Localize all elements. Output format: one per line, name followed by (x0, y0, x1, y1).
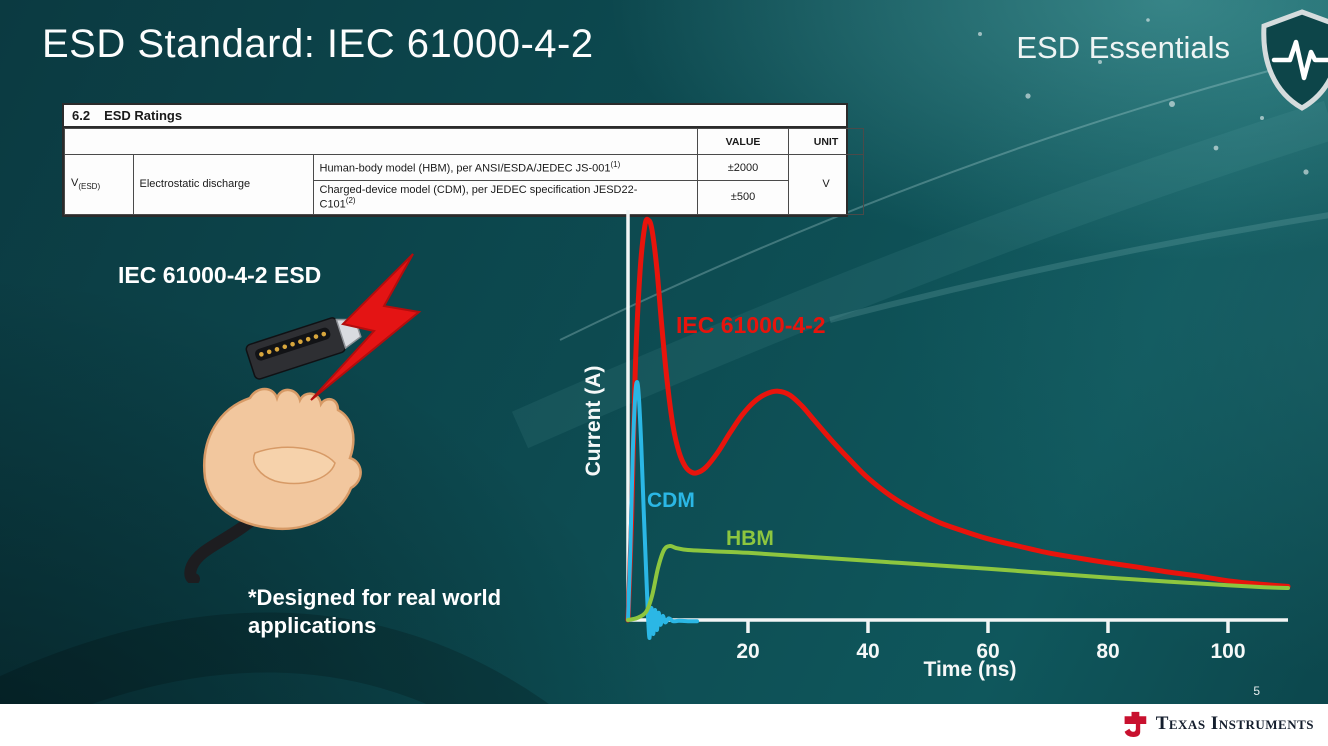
value-cell: ±2000 (697, 154, 789, 181)
unit-cell: V (788, 154, 864, 215)
col-header-unit: UNIT (788, 128, 864, 155)
condition-cell: Human-body model (HBM), per ANSI/ESDA/JE… (312, 154, 698, 181)
cable-graphic (184, 504, 269, 583)
parameter-cell: Electrostatic discharge (132, 154, 314, 215)
shield-logo-icon (1261, 9, 1328, 111)
table-row: Charged-device model (CDM), per JEDEC sp… (65, 180, 864, 215)
condition-cell: Charged-device model (CDM), per JEDEC sp… (312, 180, 698, 215)
page-title: ESD Standard: IEC 61000-4-2 (42, 22, 594, 66)
table-section-header: 6.2 ESD Ratings (64, 105, 846, 128)
x-axis-label: Time (ns) (923, 658, 1017, 681)
hand-connector-graphic (184, 253, 422, 583)
x-tick-label: 60 (976, 640, 999, 663)
ti-wordmark: Texas Instruments (1155, 713, 1314, 734)
hdmi-connector-graphic (245, 317, 362, 380)
ti-bug-icon (1124, 711, 1146, 737)
series-HBM (626, 543, 1290, 622)
page-number: 5 (1253, 684, 1260, 698)
series-label-iec: IEC 61000-4-2 (676, 312, 826, 338)
lightning-bolt-icon (310, 253, 422, 401)
series-CDM (626, 380, 699, 641)
section-number: 6.2 (72, 108, 91, 123)
table-header-row: VALUE UNIT (64, 128, 864, 155)
x-tick-label: 100 (1210, 640, 1245, 663)
value-cell: ±500 (697, 180, 789, 215)
series-label-cdm: CDM (647, 489, 695, 512)
series-label-hbm: HBM (726, 527, 774, 550)
y-axis-label: Current (A) (582, 365, 605, 477)
esd-ratings-table: 6.2 ESD Ratings VALUE UNIT V(ESD) Electro… (62, 103, 864, 217)
x-tick-label: 80 (1096, 640, 1119, 663)
x-tick-label: 40 (856, 640, 879, 663)
col-header-value: VALUE (697, 128, 789, 155)
esd-current-chart: 20 40 60 80 100 (586, 198, 1326, 674)
ti-logo: Texas Instruments (1122, 709, 1314, 739)
designed-note: *Designed for real world applications (248, 585, 502, 639)
thumb-graphic (253, 446, 336, 485)
x-tick-label: 20 (736, 640, 759, 663)
brand-title: ESD Essentials (1016, 30, 1230, 65)
series-IEC 61000-4-2 (625, 216, 1291, 623)
table-row: V(ESD) Electrostatic discharge Human-bod… (64, 154, 864, 215)
symbol-cell: V(ESD) (64, 154, 134, 215)
iec-esd-caption: IEC 61000-4-2 ESD (118, 262, 322, 288)
section-title: ESD Ratings (104, 108, 183, 123)
footer-bar (0, 704, 1328, 746)
chart-canvas: 20 40 60 80 100 (625, 210, 1291, 663)
